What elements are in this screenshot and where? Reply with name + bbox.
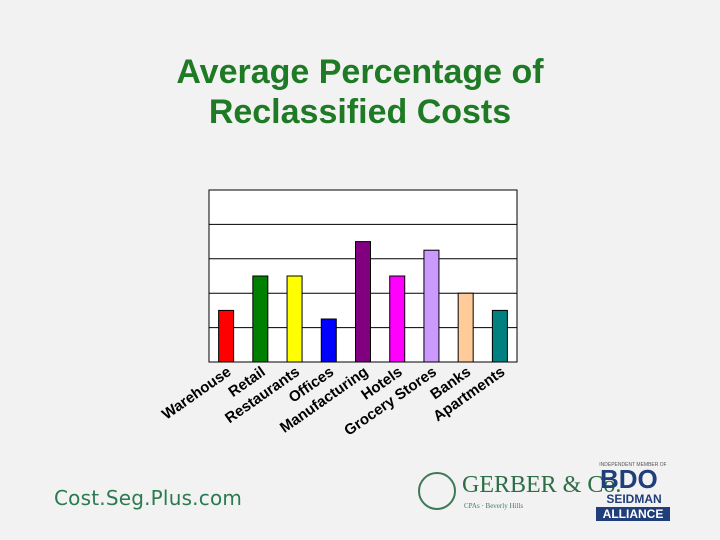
slide-title-line-2: Reclassified Costs xyxy=(208,93,512,131)
bar-7 xyxy=(457,292,474,363)
bar-0 xyxy=(218,309,235,363)
bar-5 xyxy=(389,275,406,363)
slide-title: Average Percentage of Reclassified Costs xyxy=(0,52,720,132)
bar-1 xyxy=(252,275,269,363)
slide-title-line-1: Average Percentage of xyxy=(176,53,544,91)
gerber-mark-icon xyxy=(418,472,456,510)
gerber-subtitle: CPAs · Beverly Hills xyxy=(464,502,524,510)
bar-2 xyxy=(286,275,303,363)
bar-6 xyxy=(423,249,440,363)
gerber-name: GERBER & Co. xyxy=(462,472,622,498)
bar-8 xyxy=(491,309,508,363)
bar-4 xyxy=(355,241,371,363)
bdo-alliance: ALLIANCE xyxy=(596,507,670,521)
bdo-name: BDO xyxy=(600,464,658,494)
footer-brand: Cost.Seg.Plus.com xyxy=(54,486,243,510)
bdo-logo: INDEPENDENT MEMBER OF BDO SEIDMAN ALLIAN… xyxy=(594,462,672,524)
gerber-logo: GERBER & Co. CPAs · Beverly Hills xyxy=(418,470,621,516)
bdo-seidman: SEIDMAN xyxy=(606,492,662,506)
bdo-tagline: INDEPENDENT MEMBER OF xyxy=(599,462,667,468)
bar-3 xyxy=(320,318,337,363)
